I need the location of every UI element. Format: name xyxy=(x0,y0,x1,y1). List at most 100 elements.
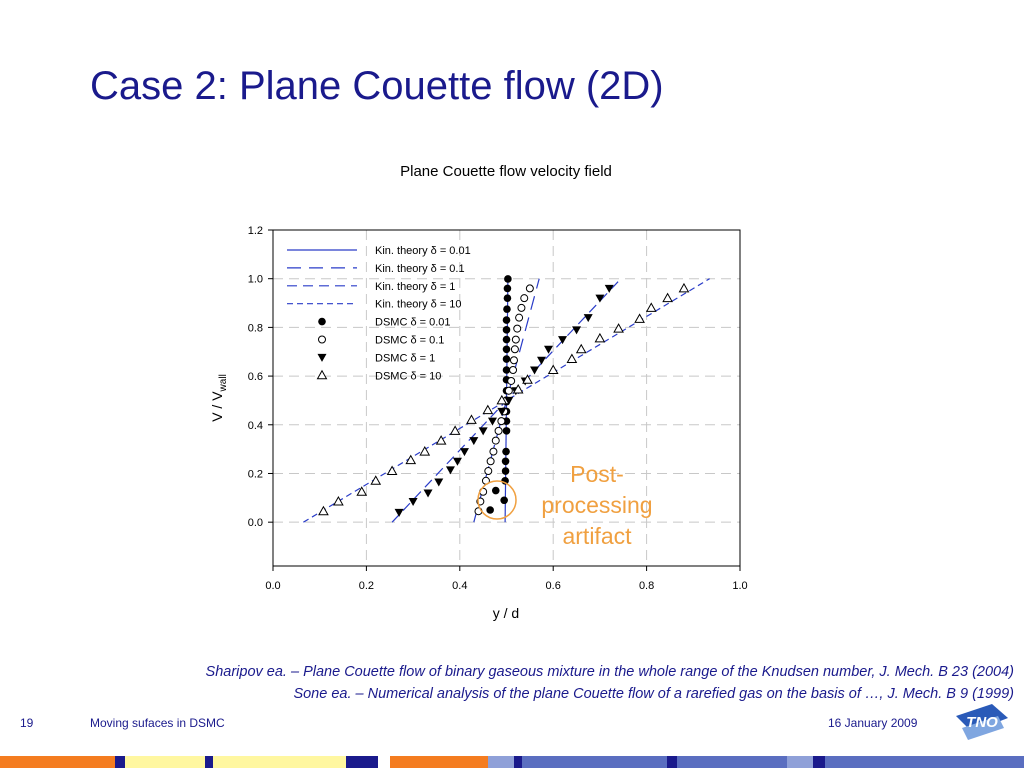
chart-title: Plane Couette flow velocity field xyxy=(400,163,612,180)
tno-logo-icon: TNO xyxy=(956,704,1008,740)
data-point xyxy=(435,435,447,445)
data-point xyxy=(489,447,498,456)
data-point xyxy=(419,446,431,456)
data-point xyxy=(502,366,511,374)
data-point xyxy=(452,457,462,466)
y-axis-label: V / Vwall xyxy=(209,374,229,422)
y-tick-label: 1.0 xyxy=(248,274,263,286)
page-number: 19 xyxy=(20,716,34,730)
y-axis-label-main: V / V xyxy=(209,391,225,422)
data-point xyxy=(487,417,497,426)
legend-label: DSMC δ = 0.1 xyxy=(375,335,444,347)
data-point xyxy=(502,355,511,363)
data-point xyxy=(575,343,587,354)
y-tick-label: 0.0 xyxy=(248,517,263,529)
data-point xyxy=(572,326,582,335)
data-point xyxy=(662,292,673,303)
x-tick-label: 0.0 xyxy=(265,580,280,592)
logo-text: TNO xyxy=(966,714,998,731)
y-tick-label: 1.2 xyxy=(248,225,263,237)
data-point xyxy=(501,467,510,475)
y-tick-label: 0.2 xyxy=(248,468,263,480)
data-point xyxy=(517,303,526,312)
data-point xyxy=(502,326,511,334)
data-point xyxy=(486,506,494,514)
data-point xyxy=(494,426,503,435)
data-point xyxy=(482,404,494,415)
data-point xyxy=(512,383,524,394)
data-point xyxy=(515,313,524,322)
x-tick-label: 0.6 xyxy=(546,580,561,592)
data-point xyxy=(530,366,540,375)
x-axis-label: y / d xyxy=(493,605,519,621)
x-tick-label: 1.0 xyxy=(732,580,747,592)
data-point xyxy=(408,497,418,506)
data-point xyxy=(504,386,513,395)
data-point xyxy=(504,275,512,283)
data-point xyxy=(522,374,533,384)
x-tick-label: 0.8 xyxy=(639,580,654,592)
data-point xyxy=(547,364,559,374)
data-point xyxy=(583,314,593,323)
data-point xyxy=(386,465,398,476)
data-point xyxy=(503,284,512,293)
data-point xyxy=(445,466,455,475)
data-point xyxy=(318,505,329,516)
legend-label: DSMC δ = 1 xyxy=(375,352,435,364)
annotation-line: Post- xyxy=(570,461,624,487)
legend-label: DSMC δ = 10 xyxy=(375,370,441,382)
data-point xyxy=(491,436,500,445)
data-point xyxy=(507,376,516,385)
legend-label: Kin. theory δ = 1 xyxy=(375,281,455,293)
data-point xyxy=(484,467,493,476)
reference-sone: Sone ea. – Numerical analysis of the pla… xyxy=(293,686,1014,702)
data-point xyxy=(434,478,444,487)
data-point xyxy=(459,448,469,457)
plot-frame xyxy=(272,229,741,567)
data-point xyxy=(510,345,519,354)
artifact-highlight-circle xyxy=(477,480,517,520)
data-point xyxy=(496,394,508,405)
chart-axes: 0.0 0.2 0.4 0.6 0.8 1.0 0.0 0.2 0.4 0.6 0.8 1.0 1.2 xyxy=(248,225,748,592)
data-point xyxy=(333,495,344,506)
data-point xyxy=(466,414,477,424)
legend-label: DSMC δ = 0.01 xyxy=(375,317,451,329)
data-point xyxy=(566,353,578,364)
data-point xyxy=(502,335,511,344)
data-point xyxy=(537,356,547,365)
footer-title: Moving sufaces in DSMC xyxy=(90,716,225,730)
data-point xyxy=(370,475,382,485)
y-tick-label: 0.4 xyxy=(248,420,263,432)
data-point xyxy=(405,454,417,465)
velocity-chart: 0.0 0.2 0.4 0.6 0.8 1.00.00.20.40.60.81.01.2 … xyxy=(209,225,748,621)
data-point xyxy=(501,457,510,466)
legend-marker-swatch xyxy=(318,317,326,326)
dsmc-markers xyxy=(318,275,690,517)
data-point xyxy=(497,407,507,416)
footer-color-bar xyxy=(0,756,1024,768)
x-tick-label: 0.4 xyxy=(452,580,467,592)
data-point xyxy=(478,427,488,436)
data-point xyxy=(558,336,568,345)
data-point xyxy=(394,508,404,517)
y-axis-label-sub: wall xyxy=(218,374,229,392)
data-point xyxy=(604,284,614,293)
reference-sharipov: Sharipov ea. – Plane Couette flow of bin… xyxy=(205,664,1014,680)
data-point xyxy=(511,335,520,344)
data-point xyxy=(486,457,495,466)
data-point xyxy=(509,366,518,374)
data-point xyxy=(502,316,511,324)
data-point xyxy=(544,345,554,354)
data-point xyxy=(595,294,605,303)
legend-marker-swatch xyxy=(316,369,328,380)
annotation-line: artifact xyxy=(562,523,632,549)
data-point xyxy=(509,356,518,365)
data-point xyxy=(520,294,529,303)
artifact-annotation: Post- processing artifact xyxy=(522,459,672,552)
legend-label: Kin. theory δ = 10 xyxy=(375,299,462,311)
data-point xyxy=(634,313,645,323)
data-point xyxy=(503,305,511,313)
data-point xyxy=(502,427,511,435)
data-point xyxy=(525,284,534,293)
legend-label: Kin. theory δ = 0.01 xyxy=(375,245,471,257)
